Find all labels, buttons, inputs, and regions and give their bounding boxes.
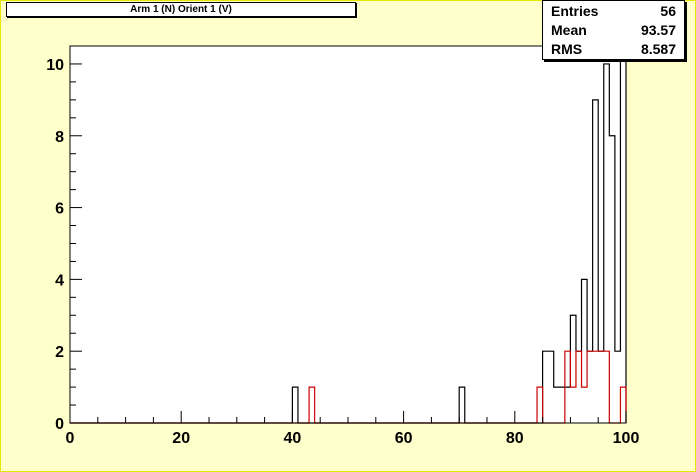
stat-rms: RMS 8.587 (551, 41, 676, 60)
stat-mean-value: 93.57 (640, 22, 676, 38)
stat-entries-label: Entries (551, 3, 599, 19)
y-tick-label: 6 (55, 201, 64, 218)
x-tick-label: 60 (395, 430, 413, 447)
stat-entries-value: 56 (660, 3, 676, 19)
stat-mean-label: Mean (551, 22, 587, 38)
x-tick-label: 20 (172, 430, 190, 447)
y-tick-label: 2 (55, 344, 64, 361)
stat-rms-value: 8.587 (640, 41, 676, 57)
y-tick-label: 0 (55, 416, 64, 433)
y-tick-label: 4 (55, 272, 64, 289)
stat-mean: Mean 93.57 (551, 22, 676, 41)
x-tick-label: 100 (613, 430, 640, 447)
y-tick-label: 10 (46, 57, 64, 74)
y-tick-label: 8 (55, 129, 64, 146)
x-tick-label: 80 (506, 430, 524, 447)
histogram-title: Arm 1 (N) Orient 1 (V) (6, 2, 356, 17)
stats-box: Entries 56 Mean 93.57 RMS 8.587 (542, 0, 685, 60)
x-tick-label: 40 (284, 430, 302, 447)
plot-area (69, 45, 627, 424)
stat-rms-label: RMS (551, 41, 583, 57)
x-tick-label: 0 (66, 430, 75, 447)
stat-entries: Entries 56 (551, 3, 676, 22)
